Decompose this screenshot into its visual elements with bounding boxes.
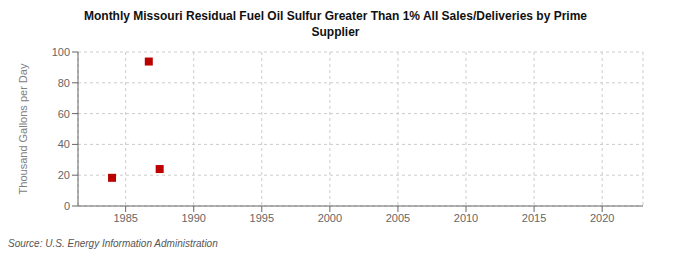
svg-text:100: 100: [52, 46, 70, 58]
svg-text:20: 20: [58, 169, 70, 181]
svg-text:40: 40: [58, 138, 70, 150]
svg-text:2010: 2010: [454, 212, 478, 224]
svg-text:1990: 1990: [181, 212, 205, 224]
svg-text:2005: 2005: [386, 212, 410, 224]
svg-text:0: 0: [64, 200, 70, 212]
html-text:Source: U.S. Energy Informatio: Source: U.S. Energy Information Administ…: [8, 238, 218, 249]
html-text:Monthly Missouri Residual Fuel: Monthly Missouri Residual Fuel Oil Sulfu…: [84, 9, 587, 39]
svg-text:1995: 1995: [250, 212, 274, 224]
svg-text:1985: 1985: [113, 212, 137, 224]
svg-text:Thousand Gallons per Day: Thousand Gallons per Day: [17, 63, 29, 194]
svg-text:2000: 2000: [318, 212, 342, 224]
svg-text:60: 60: [58, 108, 70, 120]
svg-text:2020: 2020: [590, 212, 614, 224]
svg-text:2015: 2015: [522, 212, 546, 224]
svg-text:80: 80: [58, 77, 70, 89]
